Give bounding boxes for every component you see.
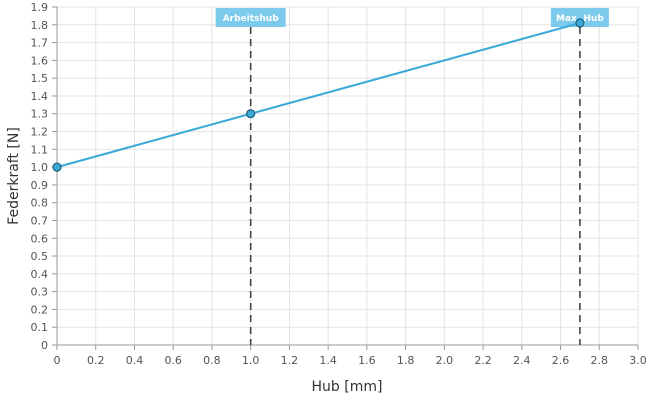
x-axis-ticks: 0 0.2 0.4 0.6 0.8 1.0 1.2 1.4 1.6 1.8 2.0 2.2 2.4 2.6… bbox=[54, 345, 647, 367]
annotation-box bbox=[550, 8, 609, 27]
y-tick-label: 1.5 bbox=[31, 72, 49, 85]
x-tick-label: 1.2 bbox=[281, 354, 299, 367]
data-point bbox=[52, 162, 62, 172]
x-tick-label: 2.4 bbox=[513, 354, 531, 367]
x-tick-label: 3.0 bbox=[629, 354, 647, 367]
y-tick-label: 1.3 bbox=[31, 108, 49, 121]
y-tick-label: 0.1 bbox=[31, 321, 49, 334]
y-tick-label: 0 bbox=[41, 339, 48, 352]
annotations: Arbeitshub Max. Hub bbox=[215, 8, 609, 345]
x-tick-label: 0.4 bbox=[126, 354, 144, 367]
y-tick-label: 0.9 bbox=[31, 179, 49, 192]
data-point bbox=[575, 18, 585, 28]
y-tick-label: 1.7 bbox=[31, 37, 49, 50]
x-tick-label: 1.6 bbox=[358, 354, 376, 367]
y-tick-label: 1.9 bbox=[31, 1, 49, 14]
annotation-label: Arbeitshub bbox=[223, 14, 280, 24]
x-tick-label: 1.4 bbox=[319, 354, 337, 367]
x-tick-label: 0 bbox=[54, 354, 61, 367]
x-tick-label: 2.8 bbox=[591, 354, 609, 367]
y-axis-ticks: 0 0.1 0.2 0.3 0.4 0.5 0.6 0.7 0.8 0.9 1.0 1.1 1.2 1.3… bbox=[31, 1, 57, 352]
y-tick-label: 1.8 bbox=[31, 19, 49, 32]
y-tick-label: 1.1 bbox=[31, 143, 49, 156]
x-tick-label: 1.8 bbox=[397, 354, 415, 367]
y-tick-label: 1.6 bbox=[31, 54, 49, 67]
x-tick-label: 2.6 bbox=[552, 354, 570, 367]
y-tick-label: 1.2 bbox=[31, 126, 49, 139]
x-tick-label: 0.6 bbox=[164, 354, 182, 367]
y-tick-label: 1.0 bbox=[31, 161, 49, 174]
y-tick-label: 1.4 bbox=[31, 90, 49, 103]
x-tick-label: 2.2 bbox=[474, 354, 492, 367]
y-axis-label: Federkraft [N] bbox=[6, 127, 22, 225]
y-tick-label: 0.3 bbox=[31, 286, 49, 299]
data-point bbox=[246, 109, 256, 119]
y-tick-label: 0.7 bbox=[31, 214, 49, 227]
x-tick-label: 0.8 bbox=[203, 354, 221, 367]
x-tick-label: 2.0 bbox=[436, 354, 454, 367]
series bbox=[52, 18, 585, 172]
y-tick-label: 0.2 bbox=[31, 303, 49, 316]
series-line bbox=[56, 22, 581, 169]
axes bbox=[56, 7, 638, 346]
annotation-box bbox=[215, 8, 286, 27]
y-tick-label: 0.8 bbox=[31, 197, 49, 210]
x-tick-label: 0.2 bbox=[87, 354, 105, 367]
x-tick-label: 1.0 bbox=[242, 354, 260, 367]
x-axis-label: Hub [mm] bbox=[312, 379, 383, 395]
y-tick-label: 0.6 bbox=[31, 232, 49, 245]
grid bbox=[56, 6, 639, 346]
y-tick-label: 0.4 bbox=[31, 268, 49, 281]
y-tick-label: 0.5 bbox=[31, 250, 49, 263]
